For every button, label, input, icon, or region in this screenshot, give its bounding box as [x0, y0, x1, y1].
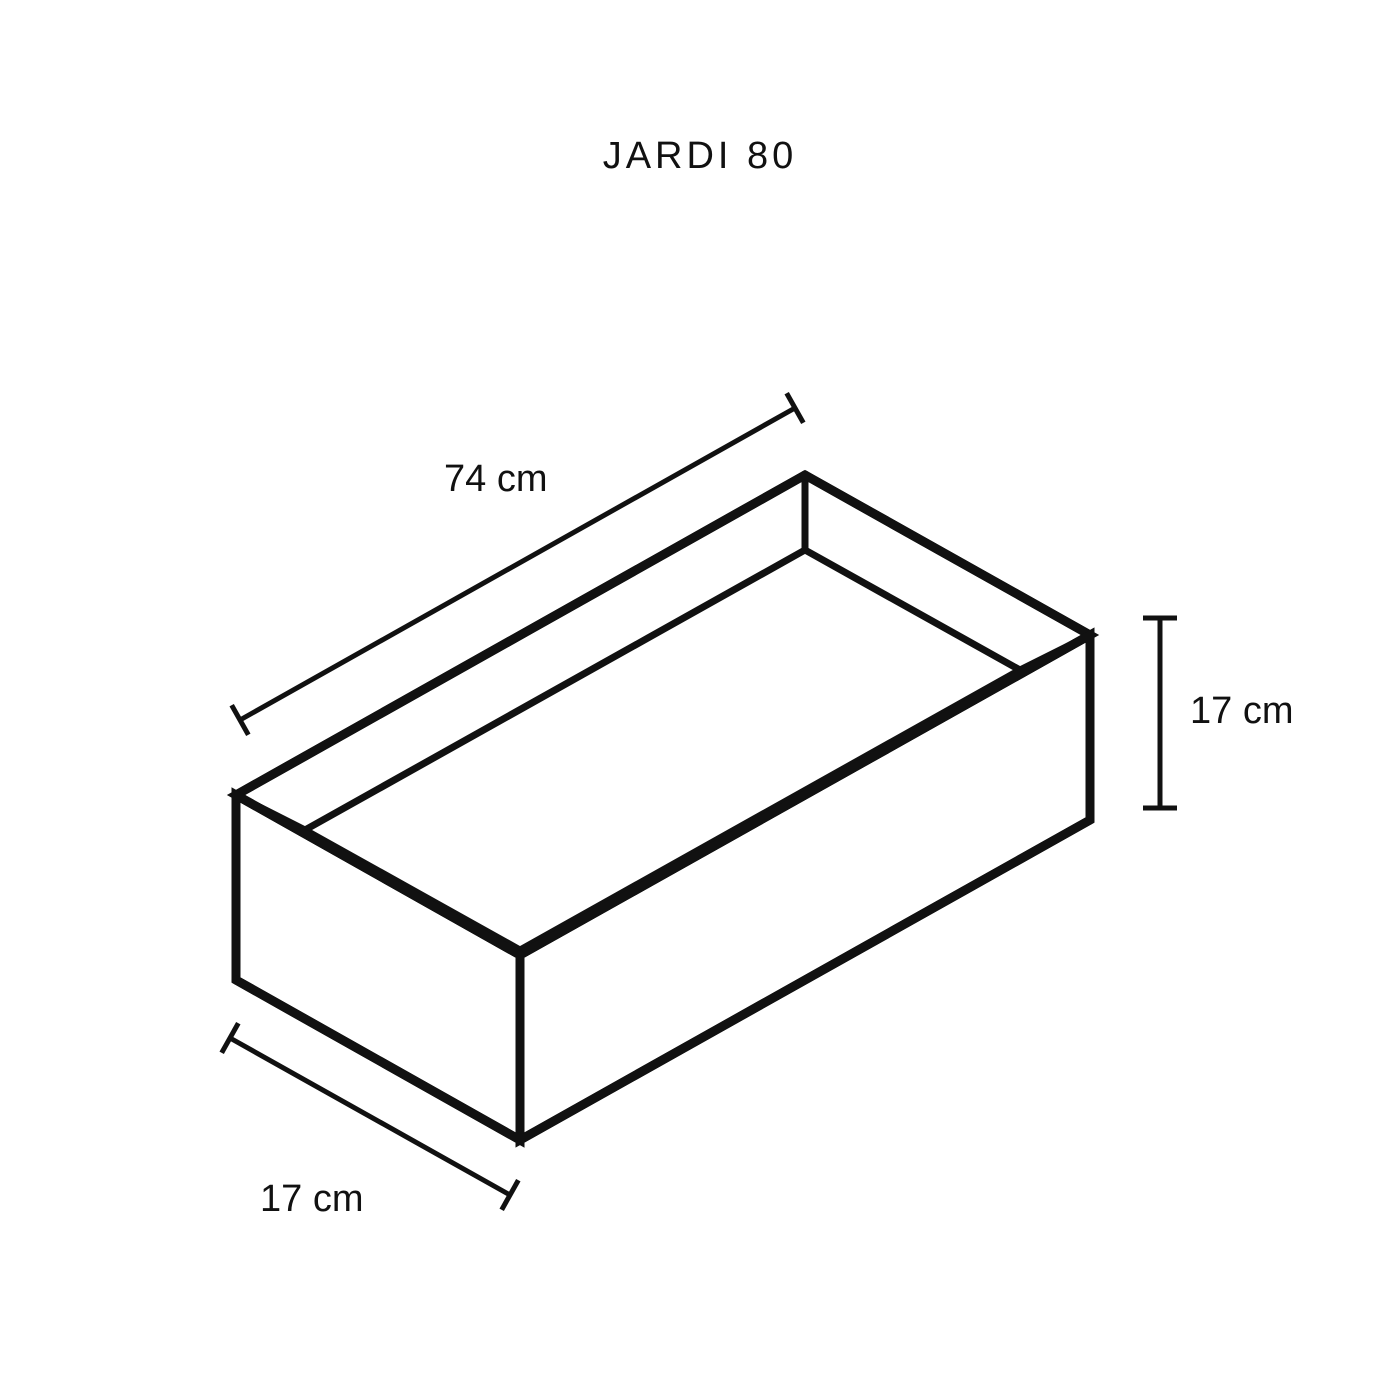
dimension-height-label: 17 cm	[1190, 690, 1293, 733]
dimension-length-label: 74 cm	[444, 458, 547, 501]
diagram-canvas: JARDI 80 74 cm 17 cm 17 cm	[0, 0, 1400, 1400]
dimension-depth-label: 17 cm	[260, 1178, 363, 1221]
